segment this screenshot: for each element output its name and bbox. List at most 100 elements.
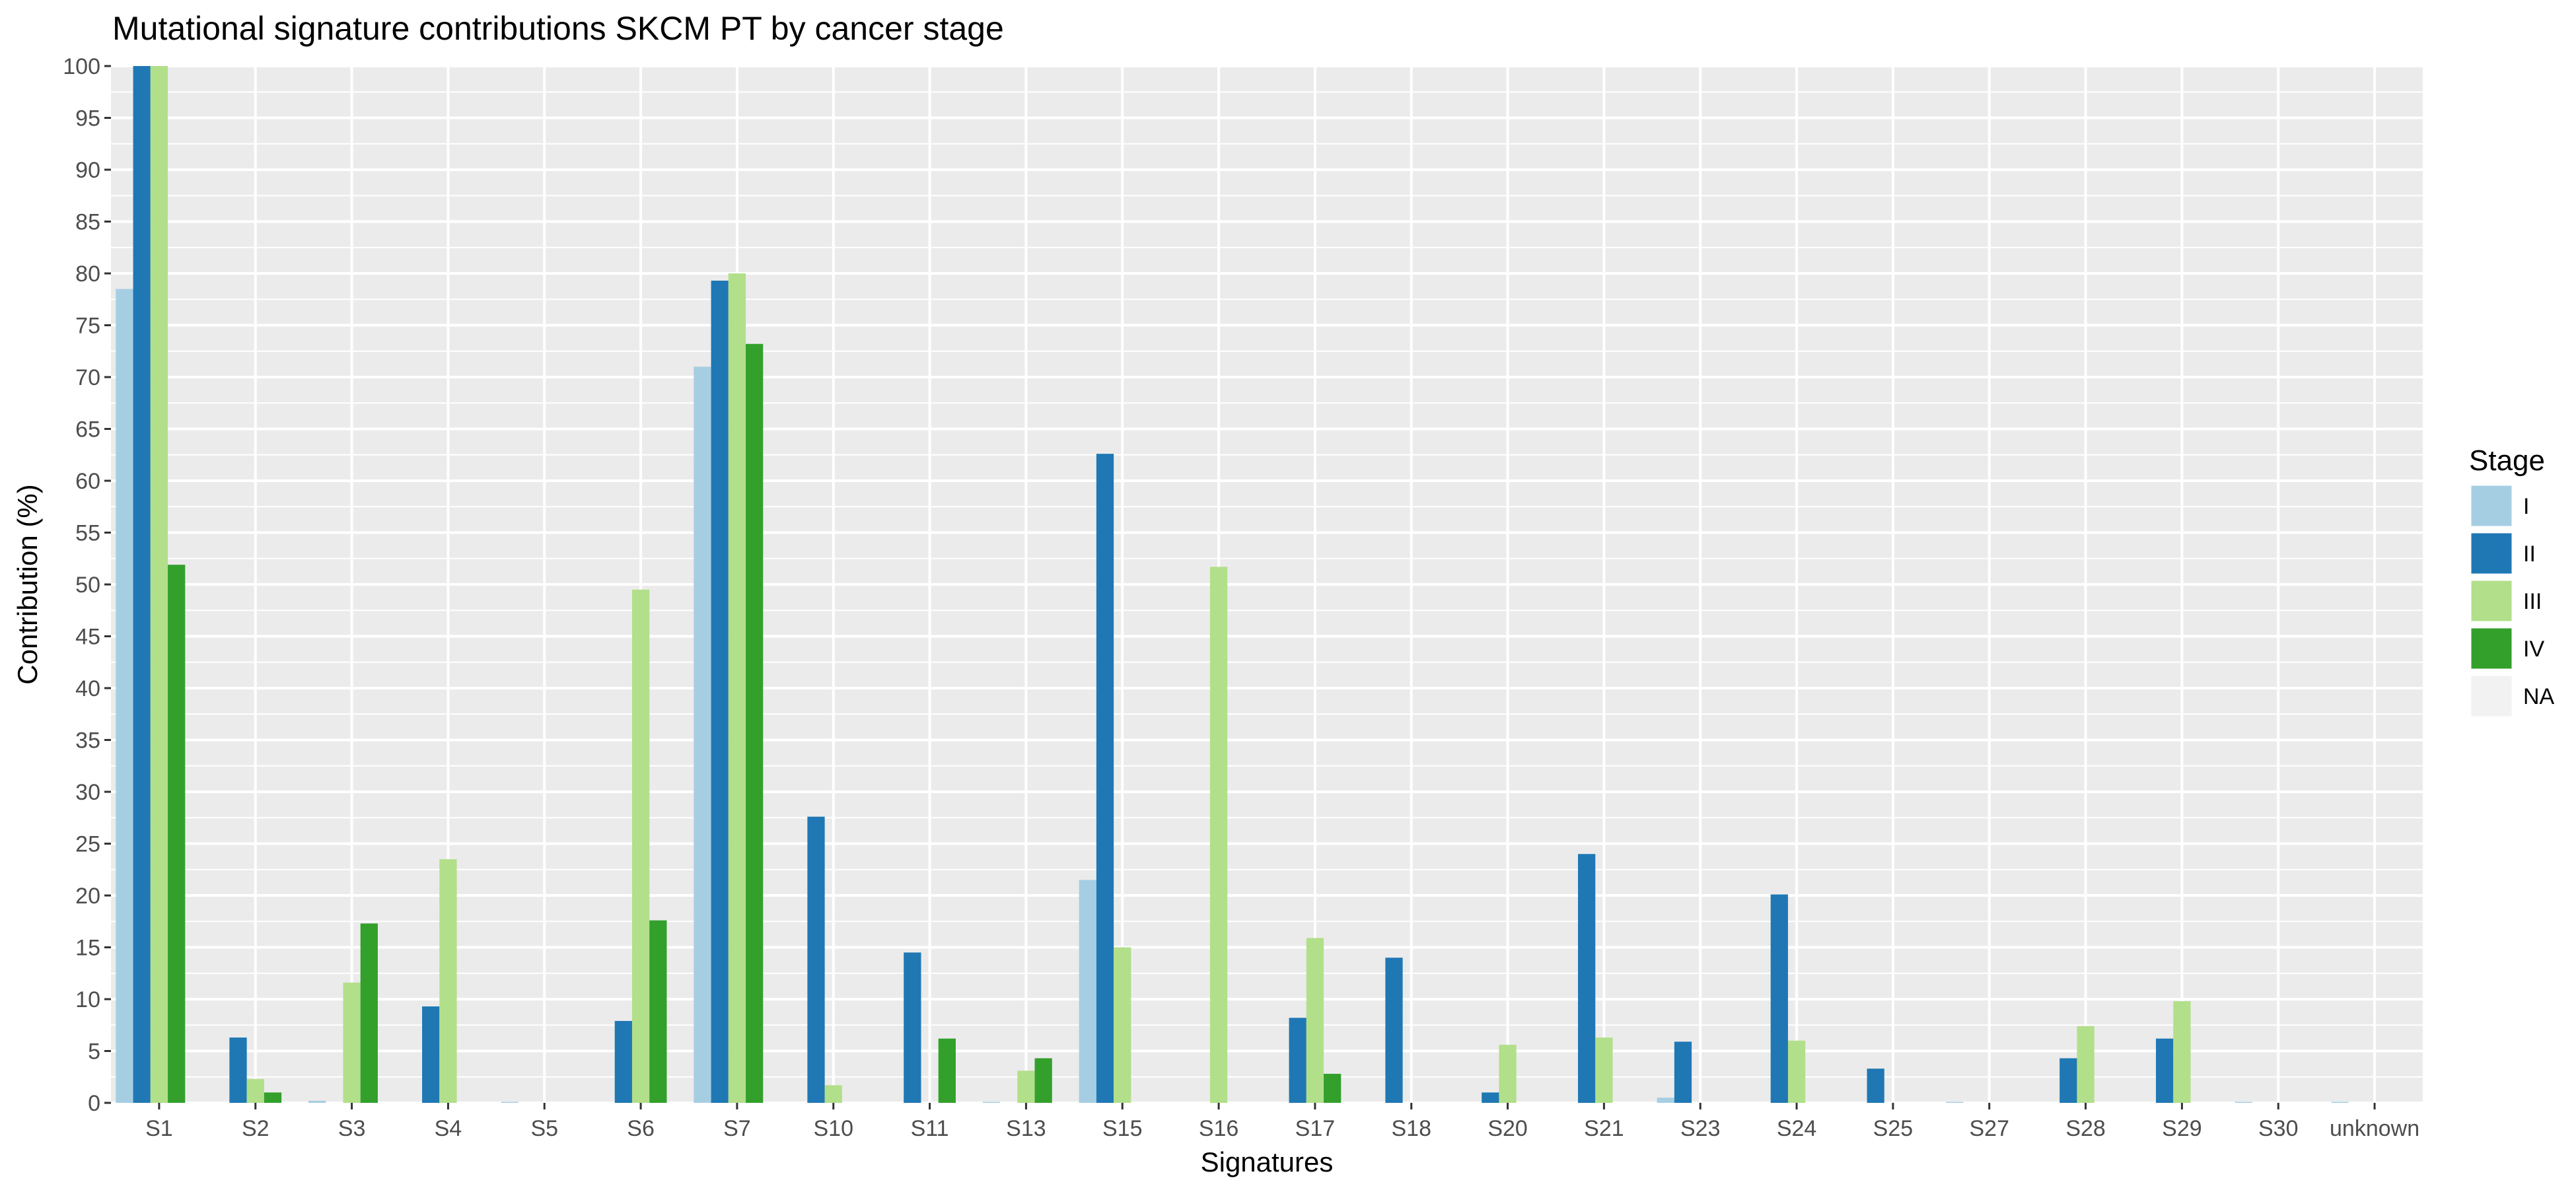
bar (938, 1038, 956, 1103)
y-tick-label: 20 (75, 884, 100, 909)
x-tick-label: S1 (145, 1116, 173, 1141)
chart-title: Mutational signature contributions SKCM … (112, 10, 1004, 47)
bar (1289, 1018, 1306, 1103)
y-tick-label: 65 (75, 417, 100, 442)
bar (439, 859, 457, 1103)
bar (807, 816, 825, 1103)
bar (1209, 567, 1228, 1103)
x-tick-label: S20 (1487, 1116, 1528, 1141)
bar (2235, 1102, 2252, 1103)
bar (904, 952, 921, 1103)
bar (360, 923, 378, 1103)
bar (1770, 894, 1788, 1103)
bar (229, 1037, 247, 1103)
x-tick-label: S23 (1680, 1116, 1721, 1141)
y-axis: 0 5 10 15 20 25 30 35 40 45 50 55 60 65 70 75 80 85 90 95 10… (63, 54, 111, 1116)
y-tick-label: 30 (75, 780, 100, 805)
y-tick-label: 80 (75, 262, 100, 287)
bar (150, 66, 168, 1103)
y-tick-label: 100 (63, 54, 100, 79)
x-tick-label: S7 (723, 1116, 751, 1141)
legend-key (2469, 531, 2514, 576)
bar (1499, 1045, 1517, 1103)
bar (1306, 938, 1324, 1103)
bar (2173, 1001, 2191, 1103)
bar (824, 1085, 842, 1103)
x-tick-label: unknown (2330, 1116, 2419, 1141)
legend-key (2469, 578, 2514, 623)
x-tick-label: S15 (1102, 1116, 1143, 1141)
x-tick-label: S5 (530, 1116, 558, 1141)
bar (343, 982, 361, 1103)
bar (2156, 1038, 2174, 1103)
x-tick-label: S11 (911, 1116, 949, 1141)
bar (746, 343, 764, 1103)
bar (711, 280, 729, 1103)
bar (264, 1092, 282, 1103)
bar (1867, 1069, 1884, 1103)
x-tick-label: S25 (1873, 1116, 1914, 1141)
x-tick-label: S24 (1777, 1116, 1817, 1141)
bar (1385, 958, 1403, 1103)
y-tick-label: 0 (88, 1091, 100, 1116)
bar (133, 66, 151, 1103)
y-tick-label: 25 (75, 832, 100, 857)
y-tick-label: 90 (75, 158, 100, 183)
bar (1946, 1102, 1964, 1103)
bar (2077, 1026, 2094, 1103)
bar (168, 565, 186, 1103)
bar (1034, 1058, 1052, 1103)
bar (2059, 1058, 2077, 1103)
x-tick-label: S17 (1295, 1116, 1336, 1141)
legend-key (2469, 483, 2514, 528)
bar (1482, 1092, 1499, 1103)
bar (1595, 1037, 1613, 1103)
legend-label: III (2523, 589, 2542, 614)
y-axis-title: Contribution (%) (12, 484, 43, 684)
x-tick-label: S6 (627, 1116, 655, 1141)
bar (694, 367, 711, 1103)
bars (116, 66, 2349, 1103)
legend-label: IV (2523, 637, 2544, 662)
bar (614, 1020, 632, 1103)
x-tick-label: S4 (435, 1116, 462, 1141)
bar (2331, 1102, 2349, 1103)
y-tick-label: 10 (75, 987, 100, 1012)
bar (116, 289, 133, 1103)
x-tick-label: S30 (2258, 1116, 2299, 1141)
y-tick-label: 95 (75, 106, 100, 131)
x-tick-label: S10 (814, 1116, 854, 1141)
y-tick-label: 5 (88, 1039, 100, 1065)
x-tick-label: S3 (338, 1116, 366, 1141)
bar (1096, 454, 1114, 1103)
legend-title: Stage (2469, 444, 2545, 477)
y-tick-label: 35 (75, 728, 100, 754)
x-tick-label: S29 (2162, 1116, 2202, 1141)
legend-label: I (2523, 494, 2529, 519)
bar (501, 1102, 519, 1103)
y-tick-label: 40 (75, 676, 100, 701)
bar (1787, 1040, 1806, 1103)
legend-label: NA (2523, 684, 2555, 709)
major-gridlines (111, 65, 2423, 1104)
bar (1324, 1074, 1342, 1103)
bar (649, 920, 667, 1103)
y-tick-label: 15 (75, 936, 100, 961)
bar (308, 1100, 326, 1103)
x-axis: S1 S2 S3 S4 S5 S6 S7 S10 S11 S13 S15 S16 S17 S18 S20 S2… (145, 1103, 2419, 1141)
y-tick-label: 85 (75, 210, 100, 235)
legend-key (2469, 674, 2514, 719)
x-tick-label: S18 (1392, 1116, 1432, 1141)
y-tick-label: 70 (75, 365, 100, 390)
bar (1657, 1098, 1674, 1103)
bar (1674, 1041, 1692, 1103)
bar (1017, 1070, 1035, 1103)
x-tick-label: S27 (1970, 1116, 2010, 1141)
y-tick-label: 50 (75, 573, 100, 598)
x-tick-label: S13 (1006, 1116, 1046, 1141)
x-tick-label: S2 (242, 1116, 269, 1141)
bar (982, 1102, 1001, 1103)
